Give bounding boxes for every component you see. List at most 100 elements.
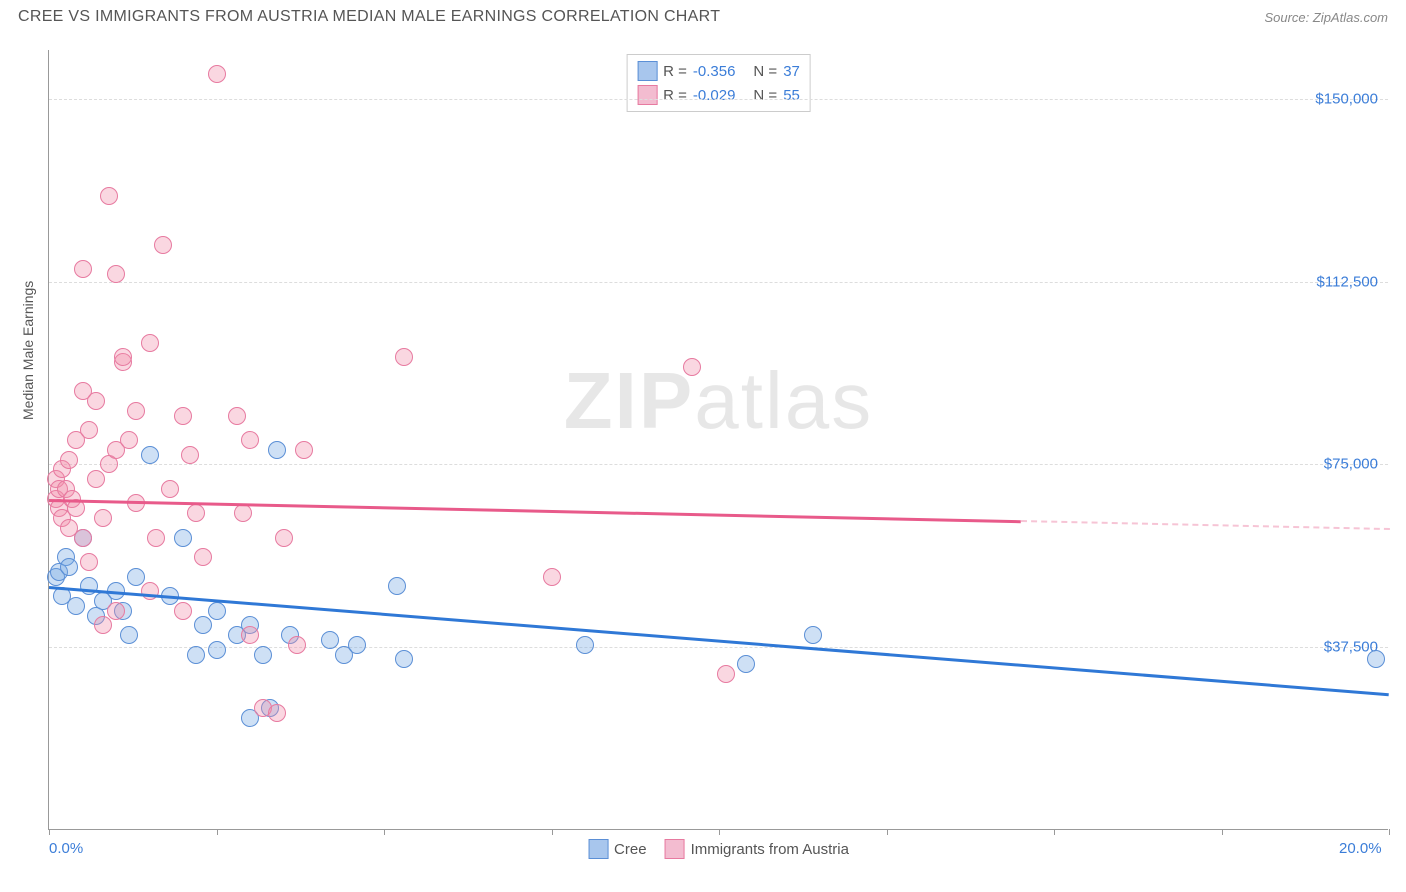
legend-swatch [588,839,608,859]
r-label: R = [663,87,687,104]
scatter-point [348,636,366,654]
scatter-point [576,636,594,654]
gridline [49,464,1388,465]
scatter-point [94,616,112,634]
x-tick [217,829,218,835]
scatter-point [208,641,226,659]
scatter-point [174,407,192,425]
scatter-point [161,480,179,498]
x-tick [719,829,720,835]
chart-title: CREE VS IMMIGRANTS FROM AUSTRIA MEDIAN M… [18,8,720,26]
x-axis-label: 0.0% [49,840,83,857]
scatter-point [154,236,172,254]
scatter-point [254,646,272,664]
scatter-point [181,446,199,464]
x-tick [1222,829,1223,835]
x-axis-label: 20.0% [1339,840,1382,857]
x-tick [384,829,385,835]
scatter-point [187,504,205,522]
scatter-point [67,597,85,615]
n-label: N = [753,87,777,104]
y-tick-label: $150,000 [1315,90,1378,107]
correlation-legend: R = -0.356 N = 37 R = -0.029 N = 55 [626,54,811,112]
scatter-point [80,577,98,595]
scatter-point [194,616,212,634]
scatter-point [141,582,159,600]
scatter-point [1367,650,1385,668]
x-tick [552,829,553,835]
scatter-point [120,431,138,449]
scatter-point [395,348,413,366]
n-label: N = [753,63,777,80]
scatter-point [208,602,226,620]
y-tick-label: $112,500 [1317,273,1378,290]
legend-row: R = -0.356 N = 37 [637,59,800,83]
scatter-point [388,577,406,595]
scatter-point [107,602,125,620]
scatter-point [717,665,735,683]
legend-swatch [637,85,657,105]
legend-swatch [637,61,657,81]
r-value: -0.029 [693,87,736,104]
scatter-point [107,265,125,283]
scatter-point [94,509,112,527]
n-value: 55 [783,87,800,104]
scatter-point [268,441,286,459]
r-label: R = [663,63,687,80]
scatter-point [74,260,92,278]
legend-item: Immigrants from Austria [665,839,849,859]
scatter-point [543,568,561,586]
scatter-point [194,548,212,566]
scatter-point [74,529,92,547]
y-axis-label: Median Male Earnings [20,281,36,420]
scatter-point [804,626,822,644]
scatter-point [127,568,145,586]
scatter-point [147,529,165,547]
scatter-point [187,646,205,664]
scatter-point [100,187,118,205]
n-value: 37 [783,63,800,80]
scatter-point [208,65,226,83]
scatter-point [288,636,306,654]
scatter-point [295,441,313,459]
legend-label: Cree [614,841,647,858]
scatter-point [234,504,252,522]
scatter-point [321,631,339,649]
scatter-point [737,655,755,673]
scatter-point [241,431,259,449]
chart-plot-area: ZIPatlas R = -0.356 N = 37 R = -0.029 N = 5… [48,50,1388,830]
legend-swatch [665,839,685,859]
scatter-point [127,402,145,420]
scatter-point [80,421,98,439]
scatter-point [120,626,138,644]
trend-line [1020,520,1389,530]
scatter-point [395,650,413,668]
gridline [49,99,1388,100]
x-tick [1054,829,1055,835]
legend-label: Immigrants from Austria [691,841,849,858]
scatter-point [268,704,286,722]
scatter-point [80,553,98,571]
scatter-point [174,602,192,620]
watermark: ZIPatlas [564,355,873,447]
series-legend: Cree Immigrants from Austria [588,839,849,859]
gridline [49,647,1388,648]
scatter-point [174,529,192,547]
scatter-point [141,334,159,352]
y-tick-label: $75,000 [1324,456,1378,473]
x-tick [887,829,888,835]
scatter-point [683,358,701,376]
gridline [49,282,1388,283]
scatter-point [141,446,159,464]
scatter-point [60,558,78,576]
legend-row: R = -0.029 N = 55 [637,83,800,107]
x-tick [1389,829,1390,835]
scatter-point [60,451,78,469]
scatter-point [241,626,259,644]
scatter-point [228,407,246,425]
scatter-point [87,470,105,488]
x-tick [49,829,50,835]
r-value: -0.356 [693,63,736,80]
source-text: Source: ZipAtlas.com [1264,10,1388,25]
scatter-point [87,392,105,410]
